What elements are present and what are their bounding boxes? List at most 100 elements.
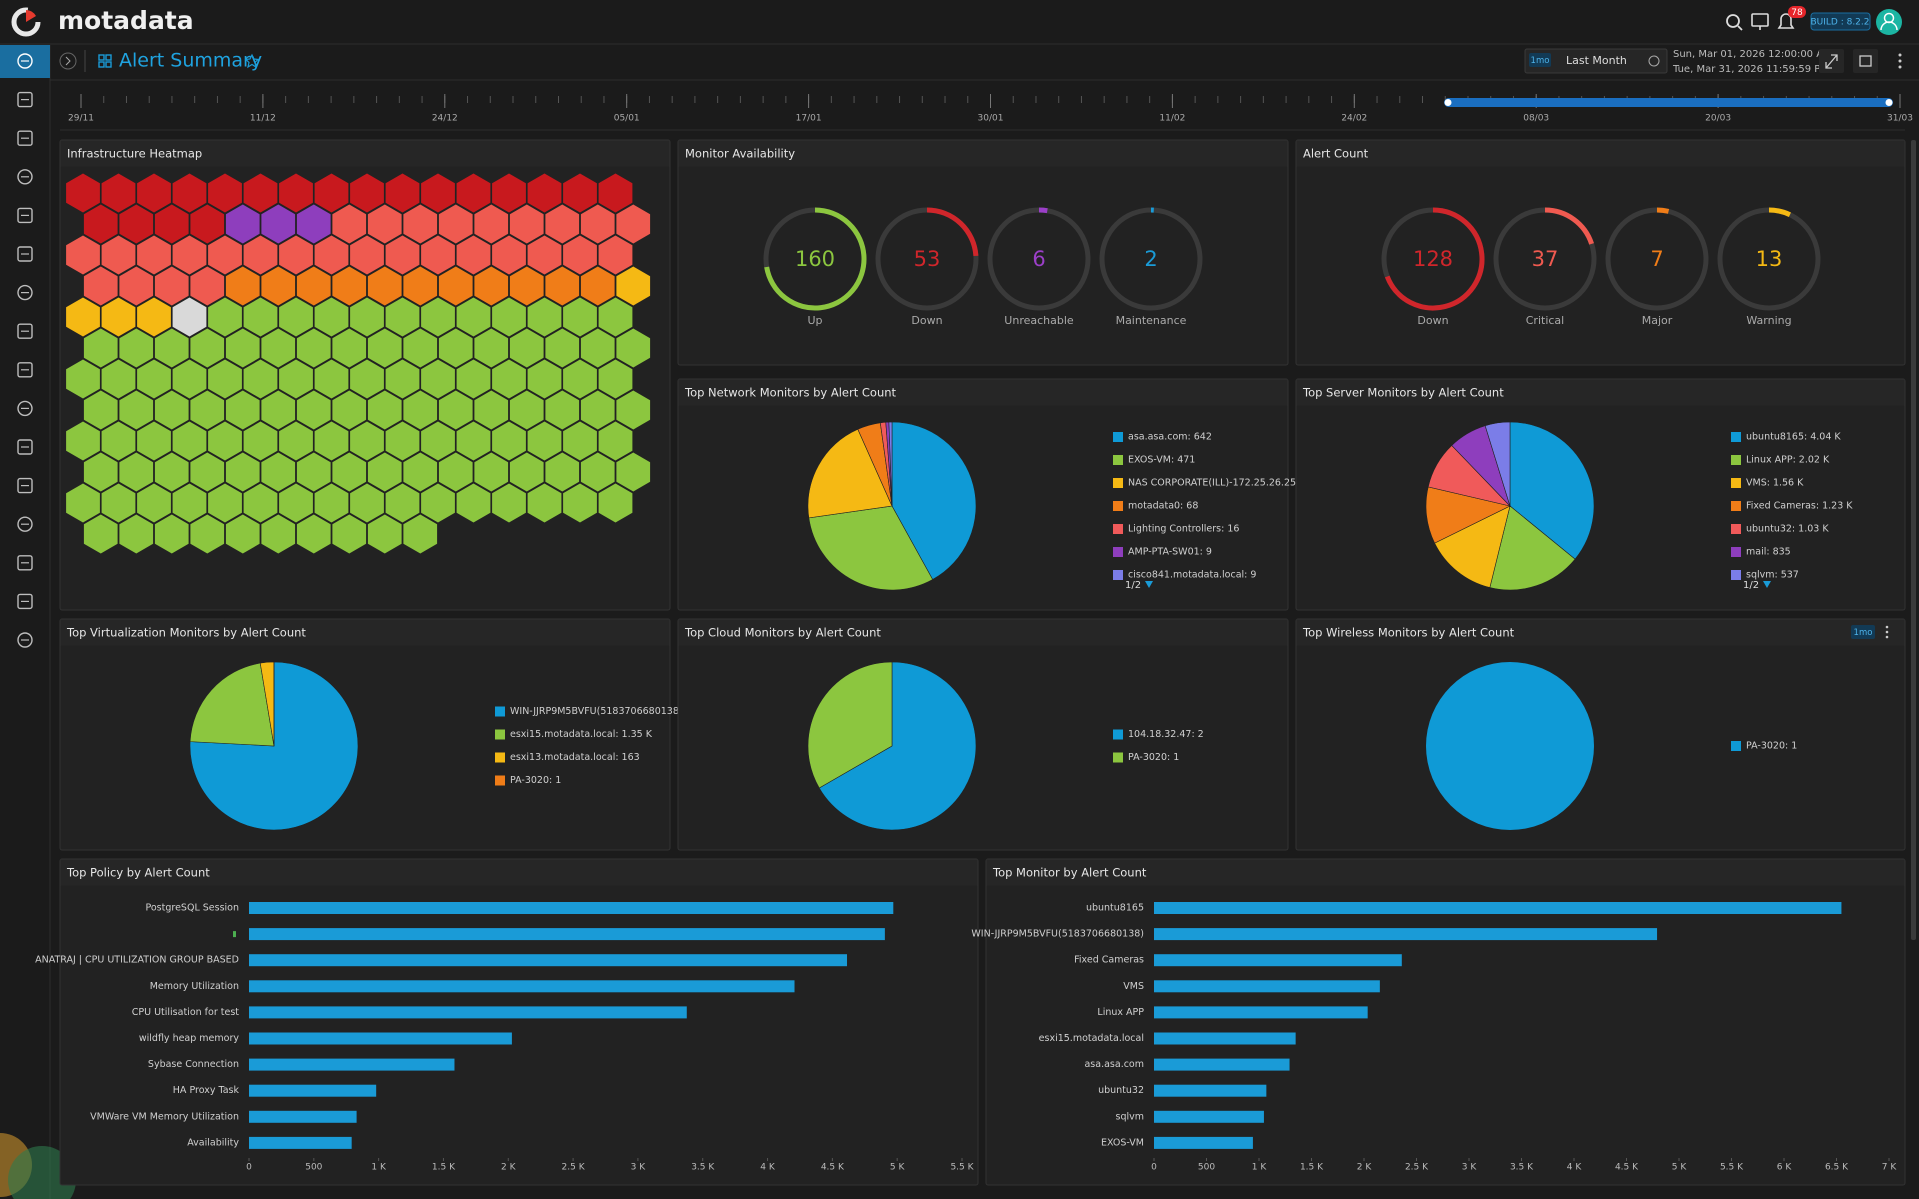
pie-slice[interactable] <box>1434 505 1511 588</box>
heatmap-cell[interactable] <box>545 204 580 244</box>
bar[interactable] <box>249 1032 512 1045</box>
bar[interactable] <box>1154 1084 1267 1097</box>
heatmap-cell[interactable] <box>279 483 313 523</box>
heatmap-cell[interactable] <box>456 297 491 337</box>
heatmap-cell[interactable] <box>332 266 367 306</box>
heatmap-cell[interactable] <box>421 173 455 213</box>
heatmap-cell[interactable] <box>261 328 296 368</box>
heatmap-cell[interactable] <box>350 173 384 213</box>
sidebar-item[interactable] <box>17 516 33 532</box>
heatmap-cell[interactable] <box>172 359 207 399</box>
heatmap-cell[interactable] <box>119 328 154 368</box>
heatmap-cell[interactable] <box>190 514 225 554</box>
sidebar-item[interactable] <box>17 555 33 571</box>
heatmap-cell[interactable] <box>66 483 100 523</box>
heatmap-cell[interactable] <box>367 204 402 244</box>
heatmap-cell[interactable] <box>492 235 526 275</box>
heatmap-cell[interactable] <box>296 514 331 554</box>
sidebar-item[interactable] <box>17 400 33 417</box>
heatmap-cell[interactable] <box>616 390 651 430</box>
heatmap-cell[interactable] <box>225 452 260 492</box>
sidebar-item[interactable] <box>17 323 33 339</box>
heatmap-cell[interactable] <box>101 359 136 399</box>
heatmap-cell[interactable] <box>350 421 384 461</box>
heatmap-cell[interactable] <box>208 483 242 523</box>
heatmap-cell[interactable] <box>456 235 491 275</box>
heatmap-cell[interactable] <box>580 266 615 306</box>
heatmap-cell[interactable] <box>225 204 260 244</box>
page-title[interactable]: Alert Summary <box>119 50 262 72</box>
heatmap-cell[interactable] <box>456 173 491 213</box>
sidebar-item[interactable] <box>17 207 33 224</box>
bar[interactable] <box>1154 1110 1264 1123</box>
heatmap-cell[interactable] <box>527 297 562 337</box>
heatmap-cell[interactable] <box>208 297 242 337</box>
heatmap-cell[interactable] <box>225 266 260 306</box>
sidebar-item[interactable] <box>17 53 33 69</box>
heatmap-cell[interactable] <box>350 235 384 275</box>
heatmap-cell[interactable] <box>492 483 526 523</box>
heatmap-cell[interactable] <box>350 483 384 523</box>
heatmap-cell[interactable] <box>314 173 349 213</box>
heatmap-cell[interactable] <box>154 204 189 244</box>
heatmap-cell[interactable] <box>456 421 491 461</box>
more-menu[interactable] <box>1898 53 1902 69</box>
heatmap-cell[interactable] <box>101 483 136 523</box>
favorite-star[interactable] <box>244 53 260 69</box>
heatmap-cell[interactable] <box>314 483 349 523</box>
bar[interactable] <box>1154 1058 1290 1071</box>
heatmap-cell[interactable] <box>527 483 562 523</box>
heatmap-cell[interactable] <box>616 452 651 492</box>
heatmap-cell[interactable] <box>66 421 100 461</box>
legend-label[interactable]: VMS: 1.56 K <box>1746 478 1804 489</box>
sidebar-item[interactable] <box>17 439 33 455</box>
heatmap-cell[interactable] <box>279 297 313 337</box>
heatmap-cell[interactable] <box>101 297 136 337</box>
heatmap-cell[interactable] <box>137 359 171 399</box>
heatmap-cell[interactable] <box>509 204 544 244</box>
heatmap-cell[interactable] <box>261 204 296 244</box>
heatmap-cell[interactable] <box>332 204 367 244</box>
bar[interactable] <box>1154 954 1402 967</box>
heatmap-cell[interactable] <box>563 235 597 275</box>
bar[interactable] <box>249 1084 377 1097</box>
heatmap-cell[interactable] <box>332 328 367 368</box>
heatmap-cell[interactable] <box>598 235 633 275</box>
heatmap-cell[interactable] <box>243 421 278 461</box>
heatmap-cell[interactable] <box>456 483 491 523</box>
heatmap-cell[interactable] <box>208 235 242 275</box>
heatmap-cell[interactable] <box>598 421 633 461</box>
pie-slice[interactable] <box>1509 421 1595 560</box>
heatmap-cell[interactable] <box>172 173 207 213</box>
heatmap-cell[interactable] <box>83 204 118 244</box>
heatmap-cell[interactable] <box>279 173 313 213</box>
heatmap-cell[interactable] <box>367 514 402 554</box>
heatmap-cell[interactable] <box>225 514 260 554</box>
legend-label[interactable]: motadata0: 68 <box>1128 501 1198 512</box>
legend-label[interactable]: sqlvm: 537 <box>1746 570 1799 581</box>
bar[interactable] <box>249 928 885 941</box>
heatmap-cell[interactable] <box>509 390 544 430</box>
timeline-selection[interactable] <box>1444 98 1893 107</box>
heatmap-cell[interactable] <box>261 266 296 306</box>
legend-next[interactable] <box>1145 581 1153 588</box>
pie-slice[interactable] <box>1484 421 1511 507</box>
bar[interactable] <box>1154 1136 1253 1149</box>
bar[interactable] <box>1154 1032 1296 1045</box>
legend-label[interactable]: Lighting Controllers: 16 <box>1128 524 1239 535</box>
legend-label[interactable]: 104.18.32.47: 2 <box>1128 729 1204 740</box>
heatmap-cell[interactable] <box>545 266 580 306</box>
heatmap-cell[interactable] <box>208 173 242 213</box>
sidebar-item[interactable] <box>17 632 33 648</box>
heatmap-cell[interactable] <box>243 483 278 523</box>
heatmap-cell[interactable] <box>119 266 154 306</box>
heatmap-cell[interactable] <box>438 266 473 306</box>
heatmap-cell[interactable] <box>243 359 278 399</box>
expand-button[interactable] <box>59 52 77 70</box>
heatmap-cell[interactable] <box>474 204 509 244</box>
heatmap-cell[interactable] <box>208 421 242 461</box>
heatmap-cell[interactable] <box>527 173 562 213</box>
heatmap-cell[interactable] <box>83 514 118 554</box>
heatmap-cell[interactable] <box>563 421 597 461</box>
heatmap-cell[interactable] <box>350 359 384 399</box>
